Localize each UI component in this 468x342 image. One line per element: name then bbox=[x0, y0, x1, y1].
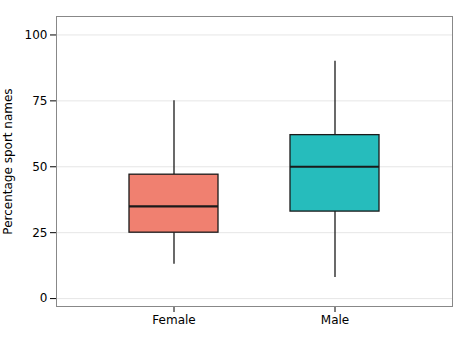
svg-text:Percentage sport names: Percentage sport names bbox=[1, 88, 15, 234]
svg-text:Female: Female bbox=[152, 313, 195, 327]
svg-text:25: 25 bbox=[32, 226, 47, 240]
svg-text:100: 100 bbox=[25, 28, 48, 42]
svg-text:50: 50 bbox=[32, 160, 47, 174]
svg-text:Male: Male bbox=[321, 313, 349, 327]
svg-text:0: 0 bbox=[40, 291, 48, 305]
svg-text:75: 75 bbox=[32, 94, 47, 108]
